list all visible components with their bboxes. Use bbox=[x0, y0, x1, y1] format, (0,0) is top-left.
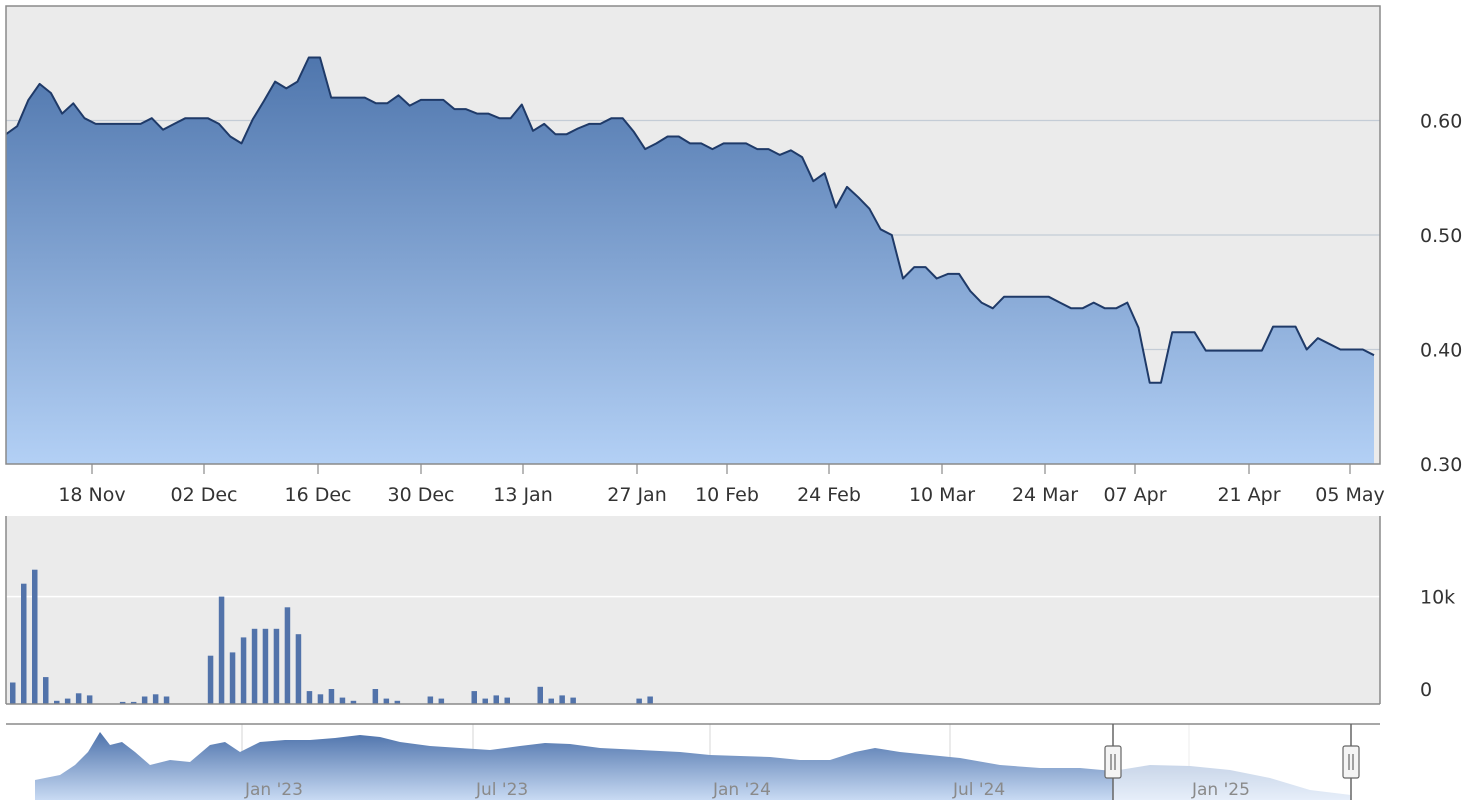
navigator-left-handle[interactable] bbox=[1104, 745, 1122, 779]
volume-bar bbox=[273, 628, 280, 704]
price-y-tick-label: 0.40 bbox=[1420, 340, 1462, 362]
volume-bar bbox=[471, 691, 477, 704]
date-tick-label: 27 Jan bbox=[607, 484, 667, 506]
navigator-tick-label: Jan '24 bbox=[712, 780, 771, 800]
volume-y-tick-label: 0 bbox=[1420, 679, 1432, 701]
volume-bar bbox=[350, 700, 357, 704]
volume-bar bbox=[647, 696, 653, 704]
volume-bar bbox=[54, 700, 60, 704]
volume-bar bbox=[251, 628, 258, 704]
date-tick-label: 18 Nov bbox=[58, 484, 125, 506]
grip-handle-icon bbox=[1110, 754, 1116, 770]
volume-bar bbox=[207, 655, 214, 704]
date-tick-label: 16 Dec bbox=[285, 484, 352, 506]
price-area-fill bbox=[6, 57, 1374, 464]
price-y-axis: 0.60 0.50 0.40 0.30 bbox=[1420, 111, 1462, 477]
date-tick-label: 10 Mar bbox=[909, 484, 975, 506]
navigator-tick-label: Jan '25 bbox=[1191, 780, 1250, 800]
volume-bar bbox=[43, 677, 49, 704]
volume-bar bbox=[504, 697, 510, 704]
volume-y-axis: 10k 0 bbox=[1420, 587, 1455, 701]
navigator-selected-range[interactable] bbox=[1113, 724, 1351, 800]
navigator-tick-label: Jul '23 bbox=[475, 780, 528, 800]
volume-bar bbox=[295, 634, 302, 704]
navigator-tick-label: Jan '23 bbox=[244, 780, 303, 800]
price-series bbox=[5, 56, 1375, 464]
volume-bar bbox=[218, 596, 225, 704]
volume-bar bbox=[372, 689, 379, 704]
volume-panel: 10k 0 bbox=[5, 516, 1455, 705]
date-axis: 18 Nov 02 Dec 16 Dec 30 Dec 13 Jan 27 Jan 10 F… bbox=[58, 464, 1385, 506]
date-tick-label: 24 Feb bbox=[797, 484, 861, 506]
navigator-tick-label: Jul '24 bbox=[952, 780, 1005, 800]
volume-bar bbox=[119, 701, 126, 704]
volume-bar bbox=[130, 701, 137, 704]
volume-bar bbox=[427, 696, 434, 704]
price-panel: 0.60 0.50 0.40 0.30 bbox=[5, 5, 1462, 477]
volume-bar bbox=[86, 695, 93, 704]
volume-bars bbox=[10, 569, 653, 704]
volume-bar bbox=[284, 607, 291, 704]
date-tick-label: 05 May bbox=[1315, 484, 1385, 506]
date-tick-label: 30 Dec bbox=[388, 484, 455, 506]
volume-bar bbox=[339, 697, 346, 704]
volume-bar bbox=[21, 583, 27, 704]
navigator-area bbox=[35, 732, 1351, 800]
price-line bbox=[5, 56, 1375, 384]
price-y-tick-label: 0.50 bbox=[1420, 225, 1462, 247]
volume-bar bbox=[240, 637, 247, 704]
date-tick-label: 02 Dec bbox=[171, 484, 238, 506]
volume-bar bbox=[141, 696, 148, 704]
price-y-tick-label: 0.30 bbox=[1420, 454, 1462, 476]
volume-bar bbox=[537, 686, 543, 704]
volume-bar bbox=[163, 696, 170, 704]
navigator-right-handle[interactable] bbox=[1342, 745, 1360, 779]
volume-bar bbox=[493, 695, 499, 704]
volume-bar bbox=[262, 628, 269, 704]
volume-bar bbox=[10, 682, 16, 704]
volume-bar bbox=[152, 694, 159, 704]
grip-handle-icon bbox=[1348, 754, 1354, 770]
date-tick-label: 24 Mar bbox=[1012, 484, 1078, 506]
volume-bar bbox=[229, 652, 236, 704]
volume-bar bbox=[328, 689, 335, 704]
navigator[interactable]: Jan '23 Jul '23 Jan '24 Jul '24 Jan '25 bbox=[6, 723, 1380, 800]
volume-bar bbox=[75, 693, 82, 704]
date-tick-label: 07 Apr bbox=[1103, 484, 1166, 506]
volume-bar bbox=[317, 694, 324, 704]
volume-bar bbox=[559, 695, 565, 704]
volume-bar bbox=[438, 698, 445, 704]
price-y-tick-label: 0.60 bbox=[1420, 111, 1462, 133]
date-tick-label: 10 Feb bbox=[695, 484, 759, 506]
price-plot-border bbox=[5, 5, 1381, 465]
volume-y-tick-label: 10k bbox=[1420, 587, 1455, 609]
date-tick-label: 21 Apr bbox=[1217, 484, 1280, 506]
volume-bar bbox=[570, 697, 576, 704]
volume-bar bbox=[482, 698, 488, 704]
volume-bar bbox=[636, 698, 642, 704]
volume-bar bbox=[32, 569, 38, 704]
navigator-axis: Jan '23 Jul '23 Jan '24 Jul '24 Jan '25 bbox=[244, 780, 1250, 800]
volume-bar bbox=[548, 698, 554, 704]
volume-bar bbox=[306, 691, 313, 704]
date-tick-label: 13 Jan bbox=[493, 484, 553, 506]
volume-bar bbox=[394, 700, 401, 704]
volume-bar bbox=[64, 698, 71, 704]
volume-bar bbox=[383, 698, 390, 704]
